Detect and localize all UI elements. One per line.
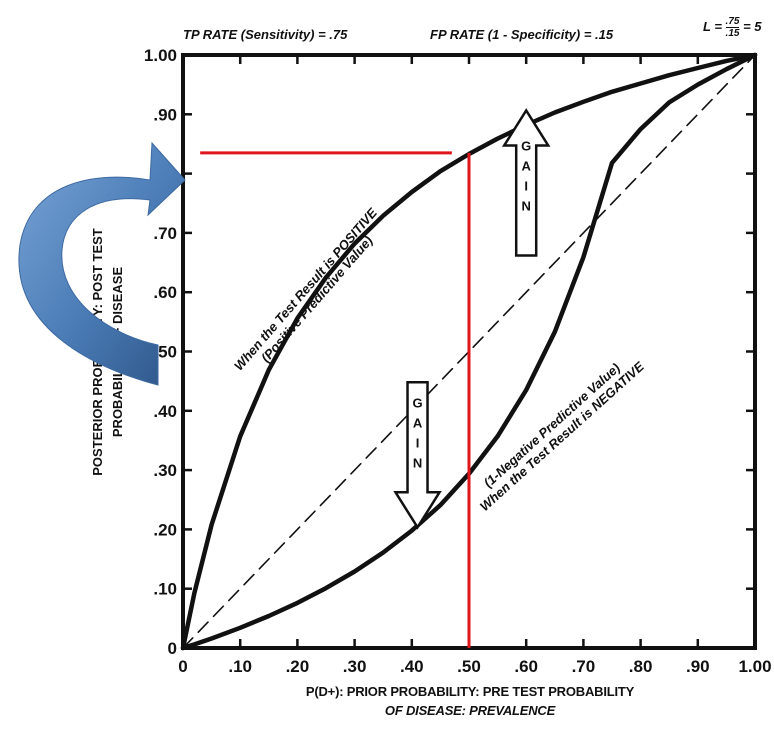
likelihood-ratio-label: L = .75 .15 = 5: [703, 16, 762, 39]
gain-letter: G: [521, 138, 531, 153]
lr-prefix: L =: [703, 18, 722, 34]
gain-letter: N: [522, 198, 531, 213]
x-tick-label: 0: [178, 657, 187, 676]
x-tick-label: .90: [686, 657, 710, 676]
x-tick-label: .20: [286, 657, 310, 676]
series-line-3: [182, 54, 756, 649]
y-tick-label: .50: [153, 343, 177, 362]
lr-numerator: .75: [725, 16, 740, 28]
negative-curve-annotation: (1-Negative Predictive Value)When the Te…: [477, 359, 647, 514]
x-axis-label-line2: OF DISEASE: PREVALENCE: [384, 703, 556, 718]
lr-denominator: .15: [725, 28, 740, 39]
gain-letter: G: [412, 395, 422, 410]
gain-arrow-shape: [393, 381, 442, 530]
y-tick-label: .30: [153, 461, 177, 480]
y-tick-label: .10: [153, 580, 177, 599]
x-axis-label-line1: P(D+): PRIOR PROBABILITY: PRE TEST PROBA…: [305, 684, 635, 699]
gain-letter: I: [416, 435, 420, 450]
series-line-2: [180, 52, 758, 651]
x-tick-label: .50: [457, 657, 481, 676]
y-tick-label: .70: [153, 224, 177, 243]
x-tick-label: .60: [514, 657, 538, 676]
fp-rate-label: FP RATE (1 - Specificity) = .15: [430, 27, 614, 42]
x-tick-label: 1.00: [738, 657, 771, 676]
curved-arrow-icon: [18, 141, 186, 386]
gain-letter: A: [413, 415, 423, 430]
y-tick-label: .60: [153, 283, 177, 302]
x-tick-label: .40: [400, 657, 424, 676]
positive-annotation-text: (Positive Predictive Value): [258, 233, 376, 365]
x-tick-label: .70: [572, 657, 596, 676]
x-tick-label: .30: [343, 657, 367, 676]
gain-arrow-shape: [501, 108, 551, 257]
series-line-1: [180, 52, 758, 651]
x-tick-label: .80: [629, 657, 653, 676]
lr-suffix: = 5: [743, 18, 762, 34]
y-tick-label: .40: [153, 402, 177, 421]
gain-letter: N: [413, 455, 422, 470]
gain-letter: A: [522, 158, 532, 173]
y-tick-label: 0: [168, 639, 177, 658]
lr-fraction: .75 .15: [725, 16, 740, 39]
y-tick-label: .20: [153, 520, 177, 539]
x-tick-label: .10: [228, 657, 252, 676]
y-tick-label: .90: [153, 105, 177, 124]
gain-letter: I: [524, 178, 528, 193]
positive-annotation-text: When the Test Result is POSITIVE: [231, 205, 380, 373]
tp-rate-label: TP RATE (Sensitivity) = .75: [183, 27, 348, 42]
y-tick-label: 1.00: [144, 46, 177, 65]
negative-annotation-text: When the Test Result is NEGATIVE: [477, 359, 647, 514]
